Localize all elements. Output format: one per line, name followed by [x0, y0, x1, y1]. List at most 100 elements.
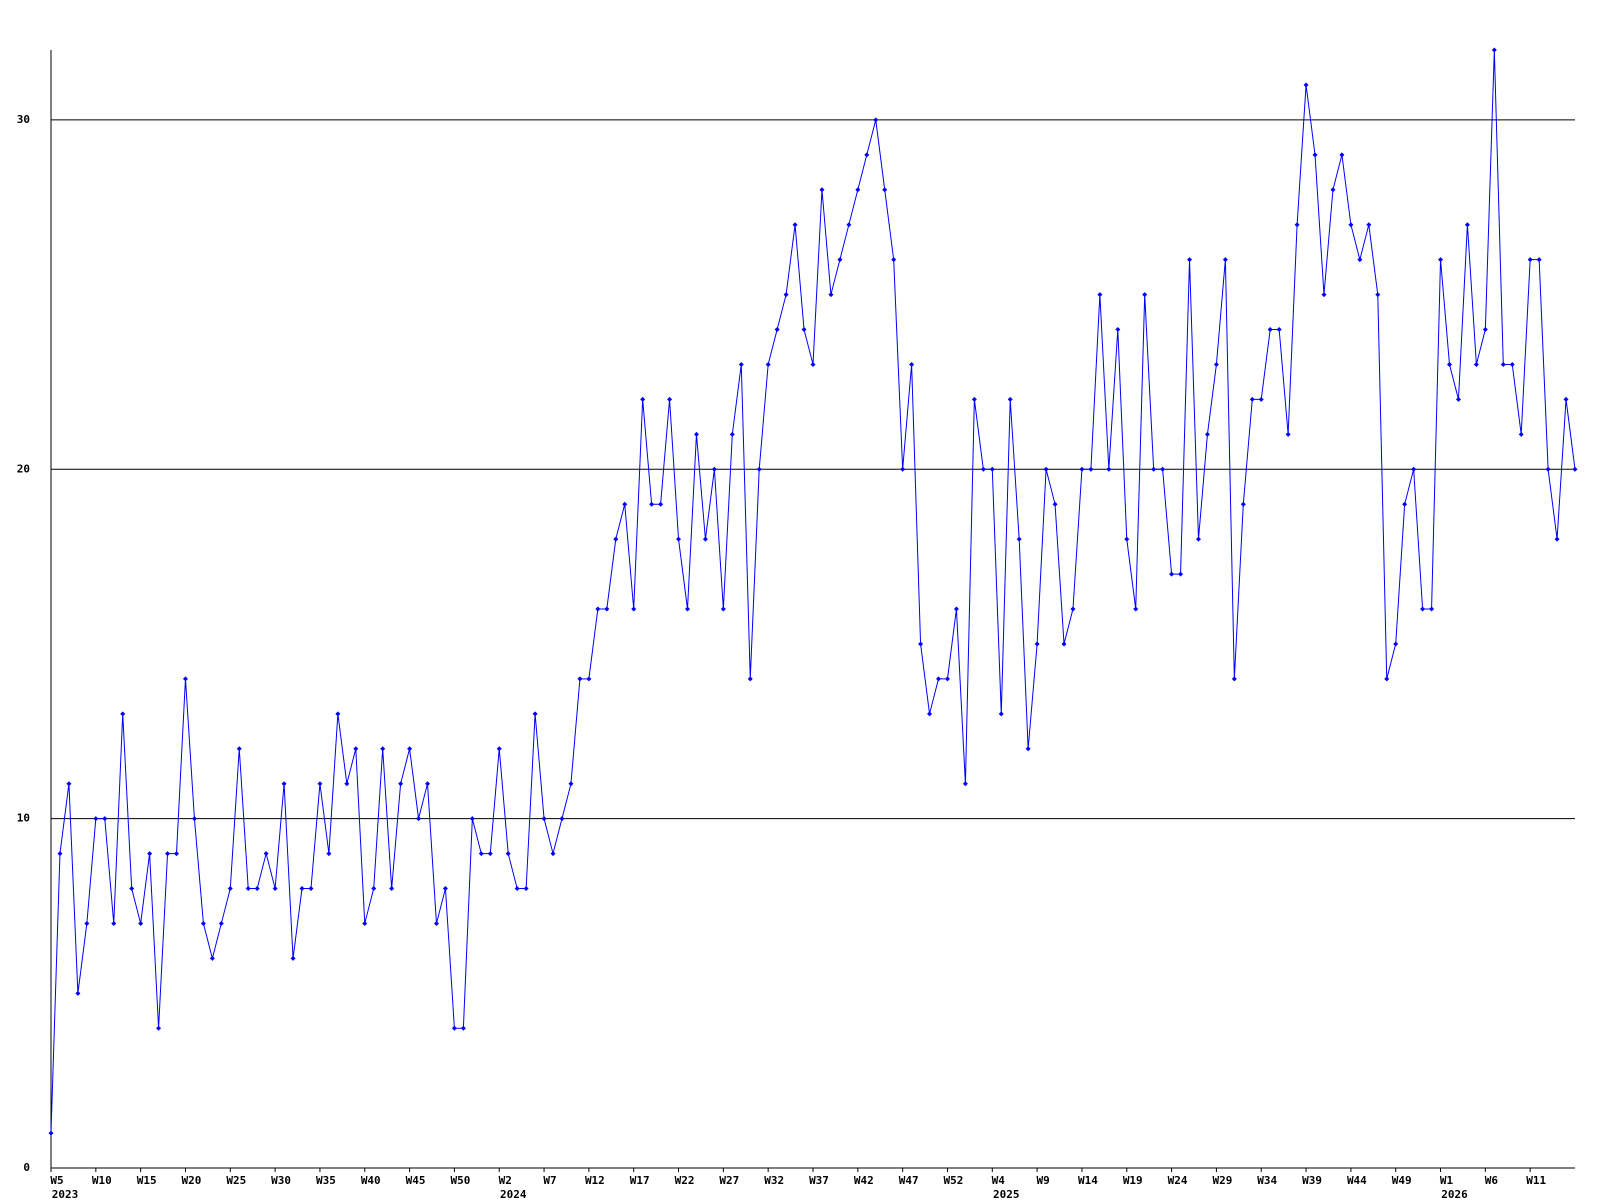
data-point: [1572, 466, 1578, 472]
data-point: [1052, 501, 1058, 507]
data-point: [389, 886, 395, 891]
data-point: [48, 1130, 54, 1136]
data-point: [1563, 396, 1569, 402]
data-point: [828, 292, 834, 298]
data-point: [1536, 257, 1542, 263]
data-point: [433, 920, 439, 926]
data-point: [496, 746, 502, 752]
data-point: [1142, 292, 1148, 298]
data-point: [1097, 292, 1103, 298]
x-tick-label: W20: [182, 1174, 202, 1187]
data-point: [944, 676, 950, 682]
data-point: [407, 746, 413, 752]
data-point: [577, 676, 583, 682]
data-point: [980, 466, 986, 472]
data-point: [1213, 361, 1219, 367]
data-point: [236, 746, 242, 752]
x-tick-label: W49: [1392, 1174, 1412, 1187]
data-point: [837, 257, 843, 263]
data-point: [1420, 606, 1426, 612]
x-tick-label: W14: [1078, 1174, 1098, 1187]
data-point: [254, 886, 260, 891]
y-tick-label: 10: [17, 812, 30, 825]
data-point: [1375, 292, 1381, 298]
data-point: [586, 676, 592, 682]
data-point: [505, 851, 511, 857]
data-point: [1330, 187, 1336, 193]
data-point: [1402, 501, 1408, 507]
data-point: [846, 222, 852, 228]
data-point: [747, 676, 753, 682]
data-point: [344, 781, 350, 787]
data-point: [174, 851, 180, 857]
data-point: [326, 851, 332, 857]
data-point: [998, 711, 1004, 717]
data-point: [810, 361, 816, 367]
data-point: [281, 781, 287, 787]
x-tick-label: W29: [1212, 1174, 1232, 1187]
data-point: [469, 816, 475, 822]
data-point: [182, 676, 188, 682]
data-point: [720, 606, 726, 612]
data-point: [442, 886, 448, 891]
data-point: [1016, 536, 1022, 542]
x-year-label: 2025: [993, 1188, 1020, 1200]
x-tick-label: W50: [450, 1174, 470, 1187]
data-point: [218, 920, 224, 926]
data-point: [451, 1025, 457, 1031]
data-point: [1124, 536, 1130, 542]
data-point: [1133, 606, 1139, 612]
data-point: [1115, 327, 1121, 332]
x-tick-label: W40: [361, 1174, 381, 1187]
x-tick-label: W52: [944, 1174, 964, 1187]
data-point: [1222, 257, 1228, 263]
x-tick-label: W7: [543, 1174, 556, 1187]
data-point: [1438, 257, 1444, 263]
x-tick-label: W10: [92, 1174, 112, 1187]
data-line: [50, 49, 1576, 1134]
data-point: [209, 955, 215, 961]
data-point: [66, 781, 72, 787]
data-point: [1267, 327, 1273, 332]
data-point: [936, 676, 942, 682]
data-point: [1545, 466, 1551, 472]
data-point: [1464, 222, 1470, 228]
data-point: [1357, 257, 1363, 263]
x-tick-label: W2: [499, 1174, 512, 1187]
data-point: [1348, 222, 1354, 228]
x-tick-label: W12: [585, 1174, 605, 1187]
data-point: [738, 361, 744, 367]
data-point: [1088, 466, 1094, 472]
data-point: [272, 886, 278, 891]
y-tick-label: 30: [17, 113, 30, 126]
data-point: [227, 886, 233, 891]
data-point: [676, 536, 682, 542]
data-point: [147, 851, 153, 857]
data-point: [1509, 361, 1515, 367]
data-point: [882, 187, 888, 193]
x-tick-label: W4: [992, 1174, 1006, 1187]
data-point: [532, 711, 538, 717]
data-point: [1106, 466, 1112, 472]
x-tick-label: W1: [1440, 1174, 1454, 1187]
data-point: [1321, 292, 1327, 298]
data-point: [864, 152, 870, 158]
data-point: [900, 466, 906, 472]
x-tick-label: W27: [719, 1174, 739, 1187]
x-tick-label: W15: [137, 1174, 157, 1187]
data-point: [1043, 466, 1049, 472]
data-point: [541, 816, 547, 822]
data-point: [299, 886, 305, 891]
data-point: [693, 431, 699, 437]
data-point: [398, 781, 404, 787]
data-point: [622, 501, 628, 507]
data-point: [765, 361, 771, 367]
data-point: [927, 711, 933, 717]
data-point: [1455, 396, 1461, 402]
data-point: [918, 641, 924, 647]
data-point: [335, 711, 341, 717]
data-point: [891, 257, 897, 263]
x-tick-label: W37: [809, 1174, 829, 1187]
data-point: [371, 886, 377, 891]
